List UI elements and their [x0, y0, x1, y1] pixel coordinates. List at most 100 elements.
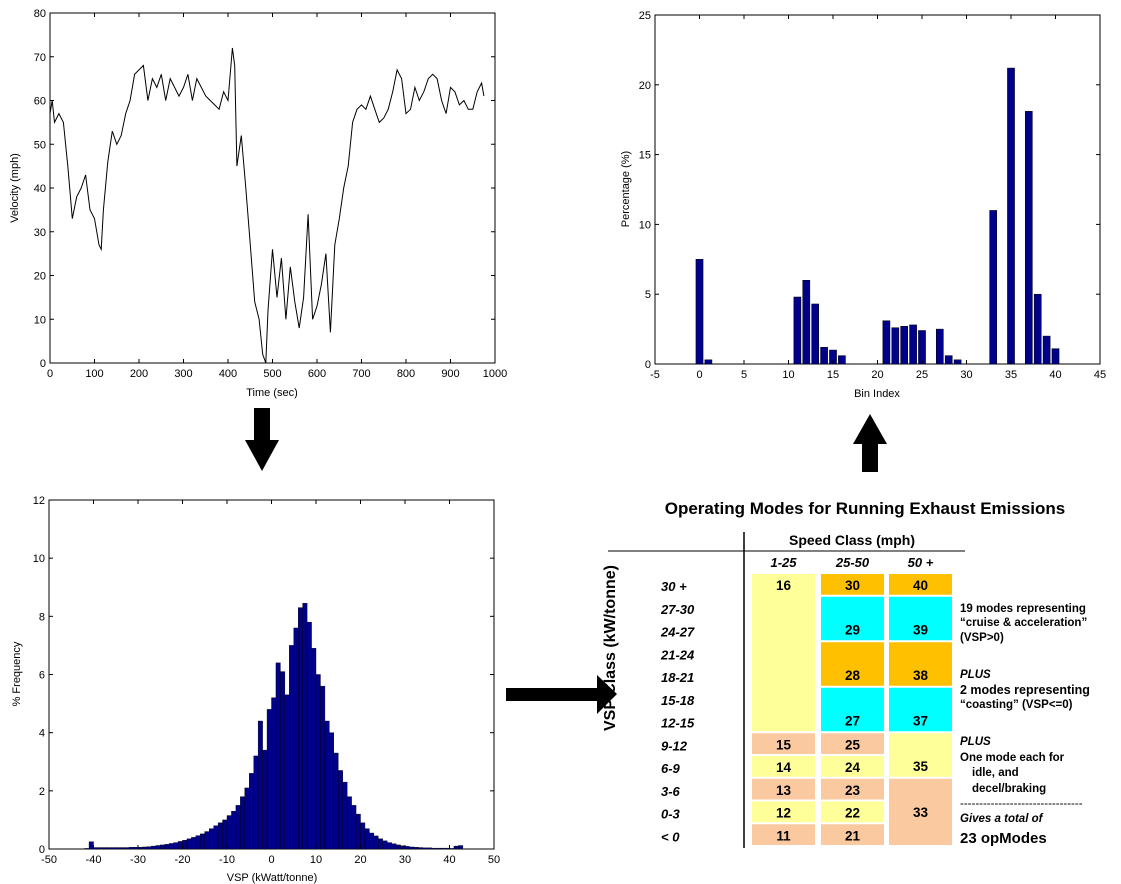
bin-bar [909, 324, 917, 365]
bin-y-tick-label: 0 [645, 359, 651, 371]
mode-cell [821, 687, 884, 732]
vsp-bar [324, 720, 330, 850]
mode-number: 33 [913, 805, 929, 820]
vsp-bar [106, 847, 112, 850]
mode-number: 37 [913, 713, 928, 728]
vsp-bar [369, 832, 375, 850]
mode-number: 16 [776, 578, 792, 593]
note-total-1: Gives a total of [960, 813, 1044, 825]
vsp-bar [128, 847, 134, 850]
bin-bar [918, 330, 926, 365]
vsp-row-label: 0-3 [661, 807, 681, 822]
vsp-row-label: 18-21 [661, 670, 694, 685]
bin-x-tick-label: 0 [696, 369, 702, 381]
vsp-bar [306, 621, 312, 850]
vsp-bar [342, 781, 348, 850]
vsp-x-axis-label: VSP (kWatt/tonne) [227, 872, 317, 884]
mode-number: 12 [776, 806, 791, 821]
vsp-bar [124, 847, 130, 850]
vsp-row-label: 15-18 [661, 693, 695, 708]
vsp-bar [191, 837, 197, 850]
vsp-bar [97, 847, 103, 850]
vsp-bar [257, 720, 263, 850]
bin-x-tick-label: 40 [1049, 369, 1061, 381]
vsp-y-tick-label: 2 [39, 786, 45, 798]
velocity-y-tick-label: 70 [34, 52, 46, 64]
vsp-bar [320, 685, 326, 850]
vsp-y-tick-label: 12 [33, 495, 45, 507]
vsp-frequency-chart: -50 -40 -30 -20 -10 0 10 20 30 40 50 0 2 4 6 8 10 12 VSP … [11, 495, 500, 884]
vsp-bar [235, 805, 241, 850]
vsp-bar [449, 848, 455, 850]
bin-bar [811, 303, 820, 365]
bin-x-tick-label: 45 [1094, 369, 1106, 381]
mode-cell [752, 756, 815, 777]
vsp-bar [271, 697, 277, 850]
vsp-bar [222, 819, 228, 850]
bin-bar [802, 279, 811, 365]
mode-cell [821, 778, 884, 800]
bin-x-tick-label: -5 [650, 369, 660, 381]
vsp-bar [111, 847, 116, 850]
mode-cell [821, 574, 884, 595]
mode-cell [889, 596, 952, 641]
table-title: Operating Modes for Running Exhaust Emis… [665, 499, 1066, 518]
bin-x-tick-label: 25 [916, 369, 928, 381]
vsp-bar [217, 822, 223, 850]
vsp-bar [458, 845, 464, 850]
bin-bar [1042, 335, 1051, 365]
mode-cell [752, 824, 815, 845]
arrow-right [506, 675, 617, 714]
mode-cell [821, 756, 884, 777]
velocity-x-tick-label: 700 [352, 368, 370, 380]
vsp-x-tick-label: -10 [219, 854, 235, 866]
bin-y-tick-label: 25 [639, 10, 651, 22]
bin-bar [944, 355, 953, 365]
vsp-bar [253, 755, 259, 850]
mode-number: 38 [913, 668, 929, 683]
velocity-y-tick-label: 60 [34, 96, 46, 108]
vsp-bar [391, 843, 397, 850]
vsp-bar [373, 835, 379, 850]
bin-bar [704, 359, 713, 365]
vsp-bar [102, 847, 108, 850]
note-coast-1: 2 modes representing [960, 683, 1090, 697]
note-plus-1: PLUS [960, 669, 991, 681]
vsp-bar [226, 815, 232, 850]
vsp-x-tick-label: 0 [268, 854, 274, 866]
bin-bar [1033, 293, 1042, 365]
vsp-bar [453, 845, 459, 850]
velocity-x-tick-label: 500 [263, 368, 281, 380]
mode-number: 28 [845, 668, 861, 683]
note-coast-2: “coasting” (VSP<=0) [960, 699, 1073, 711]
velocity-x-tick-label: 200 [130, 368, 148, 380]
mode-cell [752, 778, 815, 800]
note-idle-2: idle, and [972, 767, 1019, 779]
vsp-row-label: 9-12 [661, 738, 688, 753]
bin-y-axis-label: Percentage (%) [620, 151, 632, 227]
bin-bar [838, 355, 846, 365]
bin-x-tick-label: 10 [782, 369, 794, 381]
vsp-bar [160, 844, 165, 850]
vsp-bar [133, 847, 139, 850]
vsp-y-axis-label: % Frequency [11, 641, 23, 706]
vsp-bar [413, 847, 419, 850]
vsp-bar [84, 848, 90, 850]
operating-modes-table: Operating Modes for Running Exhaust Emis… [602, 499, 1090, 848]
note-dashes: -------------------------------- [960, 798, 1083, 810]
mode-cell [889, 687, 952, 732]
vsp-bar [208, 828, 214, 850]
vsp-bar [137, 847, 143, 850]
note-plus-2: PLUS [960, 736, 991, 748]
vsp-bar [338, 770, 343, 850]
velocity-x-tick-label: 100 [85, 368, 103, 380]
vsp-bar [409, 846, 415, 850]
bin-x-tick-label: 20 [871, 369, 883, 381]
vsp-bar [93, 847, 99, 850]
bin-bar [989, 210, 998, 365]
vsp-bar [404, 846, 410, 850]
vsp-row-label: 30 + [661, 579, 687, 594]
vsp-x-tick-label: 30 [399, 854, 411, 866]
vsp-bar [240, 796, 246, 850]
